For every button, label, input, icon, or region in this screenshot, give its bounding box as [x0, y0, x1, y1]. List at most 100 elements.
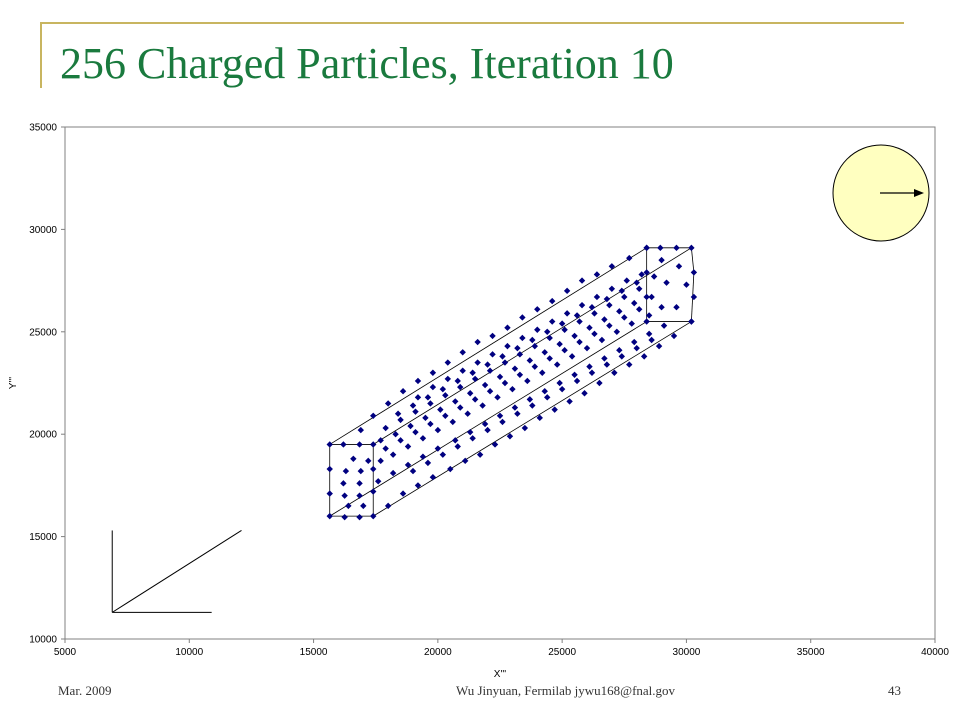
data-point [606, 301, 613, 309]
data-point [399, 490, 407, 497]
data-point [370, 465, 377, 473]
data-point [442, 392, 449, 399]
data-point [471, 375, 479, 383]
data-point [340, 480, 347, 487]
y-tick-label: 15000 [29, 532, 57, 543]
data-point [501, 379, 509, 387]
data-point [593, 271, 601, 278]
indicator-line [111, 530, 242, 613]
data-point [526, 396, 534, 403]
data-point [534, 306, 541, 313]
data-point [556, 379, 563, 387]
data-point [606, 322, 613, 329]
data-point [491, 441, 499, 448]
data-point [553, 361, 561, 368]
data-point [506, 433, 514, 440]
direction-arrow-head-icon [914, 189, 924, 197]
data-point [370, 512, 377, 520]
x-tick-label: 35000 [797, 647, 825, 658]
data-point [521, 424, 529, 432]
data-point [603, 361, 611, 368]
data-point [690, 269, 698, 276]
data-point [578, 277, 586, 284]
data-point [356, 441, 363, 448]
x-axis: 5000 10000 15000 20000 25000 30000 35000 40000 [54, 639, 949, 658]
data-point [370, 488, 377, 495]
data-point [558, 320, 566, 327]
data-point [539, 369, 546, 376]
data-point [648, 293, 655, 301]
data-point [462, 457, 469, 465]
x-tick-label: 10000 [175, 647, 203, 658]
data-point [389, 469, 397, 477]
data-point [356, 480, 363, 487]
data-point [519, 334, 526, 342]
data-point [499, 418, 506, 426]
data-point [442, 412, 449, 419]
data-point [626, 254, 633, 262]
data-point [591, 310, 598, 317]
data-point [326, 465, 333, 473]
slide-title: 256 Charged Particles, Iteration 10 [60, 39, 674, 88]
data-point [511, 365, 519, 372]
hexagon-wireframe [329, 247, 695, 517]
data-point [454, 377, 461, 385]
y-tick-label: 20000 [29, 430, 57, 441]
data-point [499, 353, 506, 360]
data-point [449, 418, 456, 426]
data-point [414, 394, 422, 401]
data-point [484, 361, 491, 368]
particle-points [326, 244, 698, 521]
data-point [633, 279, 640, 286]
data-point [611, 369, 618, 376]
data-point [690, 293, 698, 301]
data-point [660, 322, 668, 329]
data-point [399, 387, 407, 395]
data-point [576, 318, 583, 325]
data-point [688, 244, 695, 252]
data-point [486, 367, 494, 374]
data-point [516, 351, 524, 358]
y-axis: 10000 15000 20000 25000 30000 35000 [29, 123, 65, 646]
wireframe-edge [329, 321, 647, 517]
footer-date: Mar. 2009 [58, 683, 112, 698]
data-point [341, 492, 348, 499]
data-point [549, 297, 556, 305]
data-point [643, 244, 650, 252]
data-point [648, 336, 655, 344]
data-point [663, 279, 670, 286]
data-point [429, 474, 437, 481]
data-point [489, 332, 496, 340]
data-point [576, 338, 583, 346]
data-point [342, 467, 350, 475]
data-point [479, 402, 486, 409]
data-point [526, 357, 534, 364]
data-point [655, 342, 663, 350]
data-point [439, 385, 447, 393]
data-point [429, 383, 437, 391]
data-point [643, 318, 650, 325]
data-point [645, 330, 653, 338]
data-point [365, 457, 372, 465]
data-point [397, 437, 404, 444]
data-point [466, 390, 474, 397]
data-point [370, 412, 377, 419]
data-point [392, 431, 399, 438]
data-point [657, 244, 664, 252]
data-point [616, 308, 623, 315]
data-point [658, 304, 665, 311]
data-point [481, 381, 489, 389]
data-point [514, 344, 521, 352]
data-point [631, 299, 638, 307]
data-point [601, 355, 608, 362]
data-point [586, 324, 593, 331]
data-point [631, 338, 638, 346]
data-point [636, 285, 643, 292]
data-point [546, 355, 553, 362]
footer-author: Wu Jinyuan, Fermilab jywu168@fnal.gov [455, 683, 676, 698]
y-tick-label: 25000 [29, 327, 57, 338]
data-point [549, 318, 556, 325]
data-point [670, 332, 678, 340]
data-point [531, 342, 538, 350]
